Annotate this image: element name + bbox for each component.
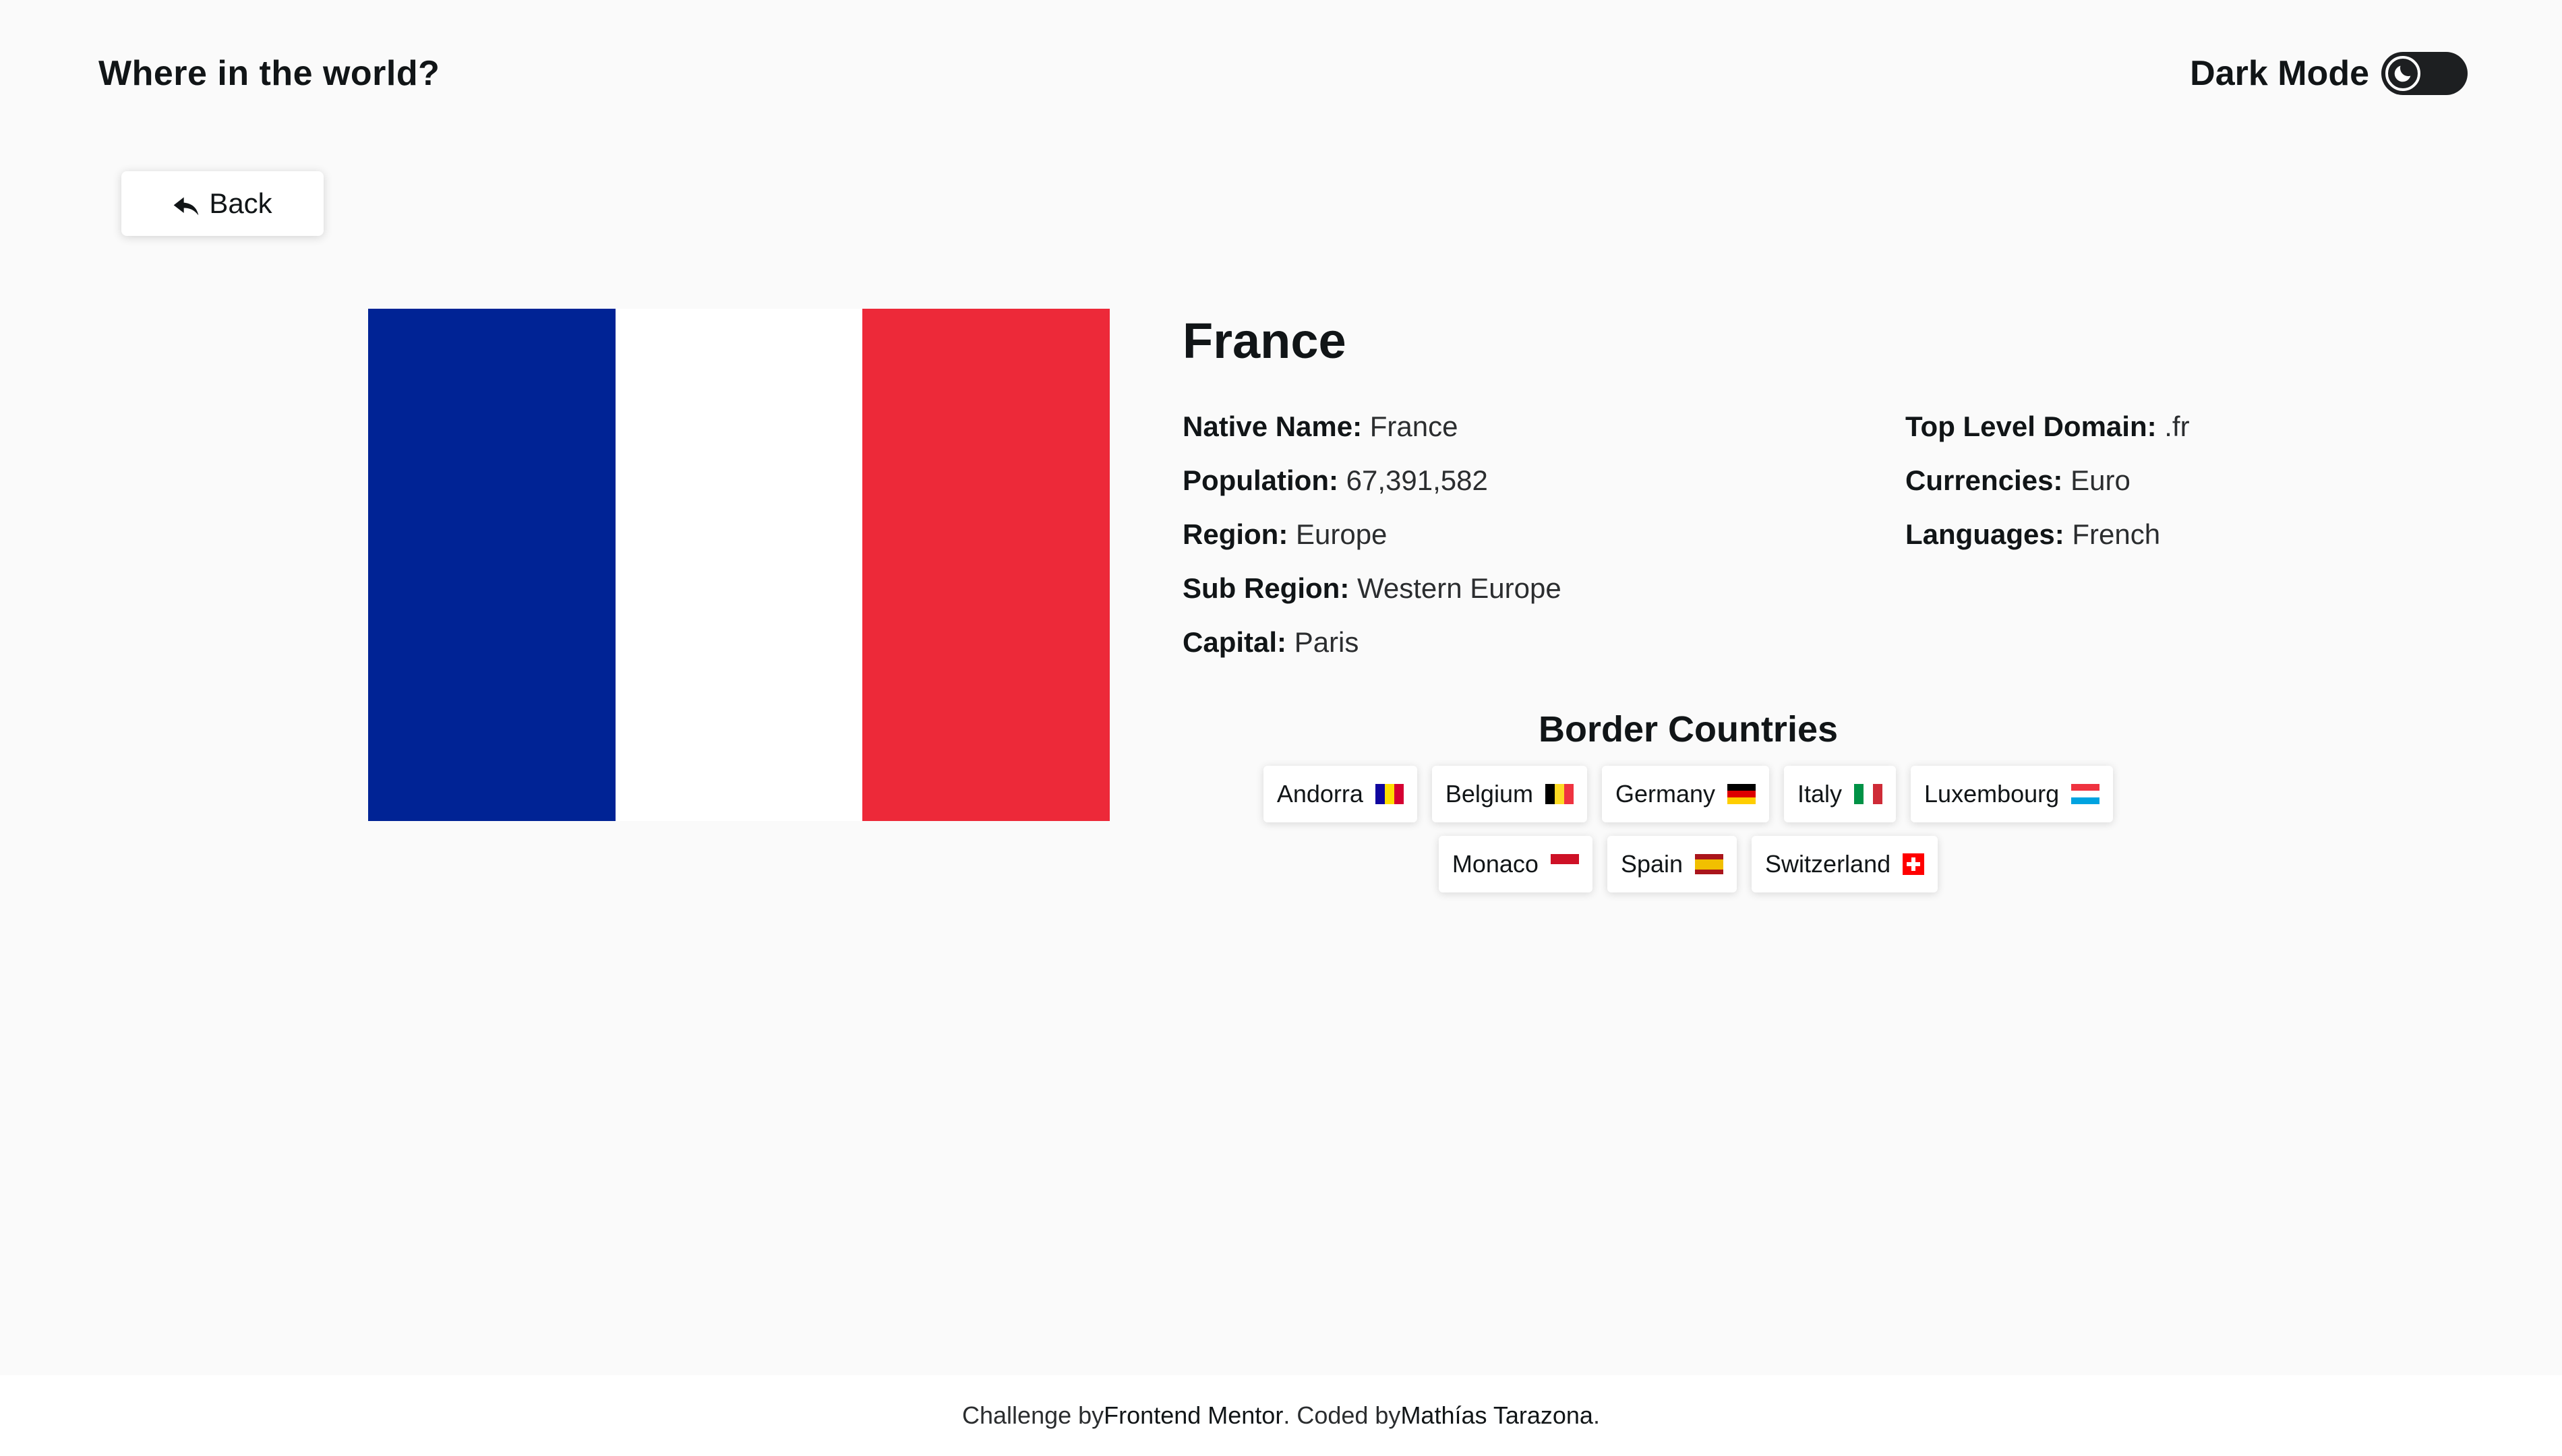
info-row: Currencies: Euro — [1905, 464, 2190, 497]
border-country-label: Italy — [1797, 780, 1843, 808]
mini-flag-icon — [1854, 784, 1883, 804]
mini-flag-icon — [1727, 784, 1756, 804]
mini-flag-stripe — [1384, 784, 1394, 804]
mini-flag-icon — [1545, 784, 1574, 804]
border-country-label: Luxembourg — [1924, 780, 2060, 808]
info-value: Western Europe — [1357, 572, 1561, 604]
info-label: Population: — [1183, 464, 1346, 496]
info-row: Top Level Domain: .fr — [1905, 410, 2190, 444]
info-value: 67,391,582 — [1346, 464, 1488, 496]
info-label: Native Name: — [1183, 411, 1370, 442]
mini-flag-stripe — [1727, 797, 1756, 804]
info-value: Europe — [1295, 518, 1388, 550]
info-value: Euro — [2071, 464, 2131, 496]
info-label: Languages: — [1905, 518, 2073, 550]
mini-flag-stripe — [2071, 797, 2100, 804]
info-row: Capital: Paris — [1183, 626, 1561, 659]
mini-flag-icon — [2071, 784, 2100, 804]
info-value: .fr — [2164, 411, 2190, 442]
border-countries-list: Andorra Belgium Germany Italy Luxembourg Mona… — [1183, 766, 2194, 892]
border-country-button[interactable]: Monaco — [1438, 836, 1592, 892]
border-country-button[interactable]: Switzerland — [1752, 836, 1938, 892]
mini-flag-stripe — [1563, 784, 1574, 804]
back-button[interactable]: Back — [121, 171, 324, 236]
mini-flag-stripe — [1550, 864, 1579, 874]
info-row: Sub Region: Western Europe — [1183, 572, 1561, 605]
border-country-label: Switzerland — [1765, 850, 1891, 878]
mini-flag-icon — [1903, 853, 1925, 875]
footer-prefix: Challenge by — [962, 1401, 1104, 1429]
border-countries-title: Border Countries — [1538, 709, 1839, 750]
mini-flag-stripe — [1695, 854, 1724, 859]
flag-stripe — [368, 309, 616, 821]
mini-flag-stripe — [1727, 791, 1756, 797]
flag-stripe — [615, 309, 863, 821]
mini-flag-stripe — [1695, 864, 1724, 870]
border-country-label: Belgium — [1445, 780, 1533, 808]
mini-flag-stripe — [1727, 784, 1756, 791]
mini-flag-stripe — [1550, 854, 1579, 864]
footer: Challenge by Frontend Mentor . Coded by … — [0, 1375, 2562, 1456]
dark-mode-toggle[interactable]: Dark Mode — [2190, 51, 2468, 96]
mini-flag-stripe — [1375, 784, 1385, 804]
info-column-left: Native Name: France Population: 67,391,58… — [1183, 410, 1561, 679]
border-country-button[interactable]: Luxembourg — [1911, 766, 2114, 822]
border-country-button[interactable]: Andorra — [1263, 766, 1417, 822]
back-arrow-icon — [173, 192, 200, 216]
mini-flag-stripe — [1554, 784, 1564, 804]
info-label: Sub Region: — [1183, 572, 1357, 604]
info-label: Top Level Domain: — [1905, 411, 2165, 442]
border-country-button[interactable]: Germany — [1601, 766, 1769, 822]
info-value: France — [1369, 411, 1458, 442]
info-row: Population: 67,391,582 — [1183, 464, 1561, 497]
mini-flag-stripe — [1695, 869, 1724, 874]
country-details: France Native Name: France Population: 67… — [1183, 307, 2396, 658]
info-row: Region: Europe — [1183, 518, 1561, 551]
info-column-right: Top Level Domain: .fr Currencies: Euro Lan… — [1905, 410, 2190, 572]
footer-middle: . Coded by — [1283, 1401, 1401, 1429]
mini-flag-stripe — [1545, 784, 1555, 804]
info-row: Native Name: France — [1183, 410, 1561, 444]
mini-flag-icon — [1695, 854, 1724, 874]
header: Where in the world? Dark Mode — [0, 0, 2562, 146]
info-label: Currencies: — [1905, 464, 2071, 496]
mini-flag-stripe — [1873, 784, 1883, 804]
mini-flag-stripe — [2071, 791, 2100, 797]
border-country-button[interactable]: Italy — [1784, 766, 1897, 822]
border-country-label: Andorra — [1276, 780, 1363, 808]
info-row: Languages: French — [1905, 518, 2190, 551]
mini-flag-stripe — [1695, 859, 1724, 864]
border-country-label: Spain — [1620, 850, 1684, 878]
info-value: French — [2072, 518, 2161, 550]
dark-mode-label: Dark Mode — [2190, 54, 2369, 93]
mini-flag-stripe — [1394, 784, 1404, 804]
app-title: Where in the world? — [98, 54, 440, 93]
border-country-label: Monaco — [1452, 850, 1539, 878]
mini-flag-stripe — [2071, 784, 2100, 791]
mini-flag-stripe — [1854, 784, 1864, 804]
border-country-button[interactable]: Belgium — [1431, 766, 1587, 822]
country-name: France — [1183, 313, 1346, 369]
flag-stripe — [862, 309, 1110, 821]
info-label: Region: — [1183, 518, 1296, 550]
footer-suffix: . — [1592, 1401, 1600, 1429]
dark-mode-switch[interactable] — [2381, 52, 2468, 95]
info-label: Capital: — [1183, 626, 1294, 658]
frontend-mentor-link[interactable]: Frontend Mentor — [1104, 1401, 1284, 1429]
border-country-button[interactable]: Spain — [1607, 836, 1737, 892]
info-value: Paris — [1294, 626, 1359, 658]
border-country-label: Germany — [1615, 780, 1715, 808]
country-flag — [368, 309, 1110, 821]
author-link[interactable]: Mathías Tarazona — [1400, 1401, 1593, 1429]
mini-flag-stripe — [1864, 784, 1874, 804]
moon-icon — [2385, 56, 2420, 91]
mini-flag-icon — [1550, 854, 1579, 874]
back-label: Back — [209, 187, 272, 219]
mini-flag-icon — [1375, 784, 1404, 804]
